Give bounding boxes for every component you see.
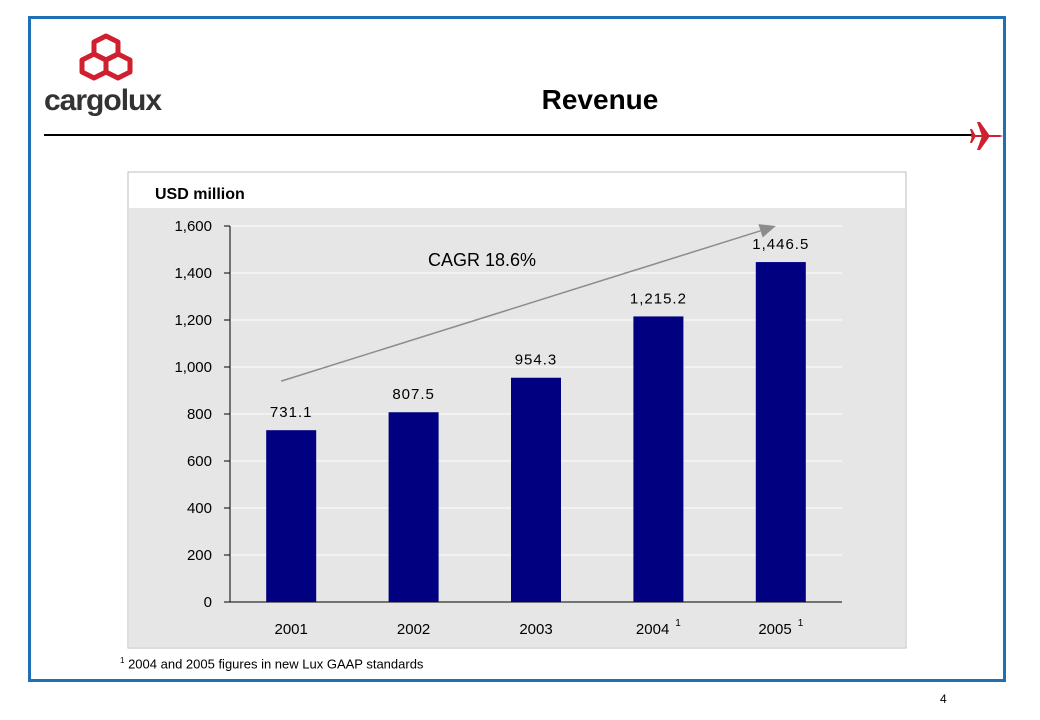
slide-frame — [28, 16, 1006, 682]
x-tick-label: 2003 — [519, 621, 552, 638]
y-tick-label: 1,400 — [174, 265, 212, 282]
value-label: 731.1 — [270, 404, 313, 421]
footnote: 1 2004 and 2005 figures in new Lux GAAP … — [120, 656, 423, 671]
footnote-text: 2004 and 2005 figures in new Lux GAAP st… — [128, 656, 424, 672]
unit-label: USD million — [155, 186, 245, 203]
y-tick-label: 600 — [187, 453, 212, 470]
bar-2004 — [633, 316, 684, 602]
x-tick-label: 2002 — [397, 621, 430, 638]
y-tick-label: 400 — [187, 500, 212, 517]
value-label: 954.3 — [515, 352, 558, 369]
x-tick-superscript: 1 — [675, 618, 681, 629]
x-tick-label: 2001 — [275, 621, 308, 638]
airplane-icon — [970, 122, 1003, 150]
cagr-annotation: CAGR 18.6% — [428, 250, 536, 270]
footnote-marker: 1 — [120, 656, 125, 665]
value-label: 807.5 — [392, 386, 435, 403]
y-tick-label: 1,000 — [174, 359, 212, 376]
x-tick-superscript: 1 — [798, 618, 804, 629]
logo-text: cargolux — [44, 84, 162, 117]
header-divider — [44, 134, 974, 136]
y-tick-label: 800 — [187, 406, 212, 423]
cagr-arrow-head — [758, 224, 776, 238]
y-tick-label: 200 — [187, 547, 212, 564]
bar-2002 — [388, 412, 439, 602]
bar-2001 — [266, 430, 317, 602]
y-tick-label: 1,600 — [174, 218, 212, 235]
y-tick-label: 0 — [204, 594, 212, 611]
bar-2005 — [755, 262, 806, 602]
stacked-cubes-logo-icon — [79, 33, 133, 81]
bar-2003 — [511, 377, 561, 602]
value-label: 1,446.5 — [752, 236, 809, 253]
page-number: 4 — [940, 692, 947, 706]
y-tick-label: 1,200 — [174, 312, 212, 329]
cargolux-logo: cargolux — [44, 30, 174, 125]
page-title: Revenue — [541, 84, 659, 115]
value-label: 1,215.2 — [630, 290, 687, 307]
cagr-arrow-line — [280, 230, 761, 382]
